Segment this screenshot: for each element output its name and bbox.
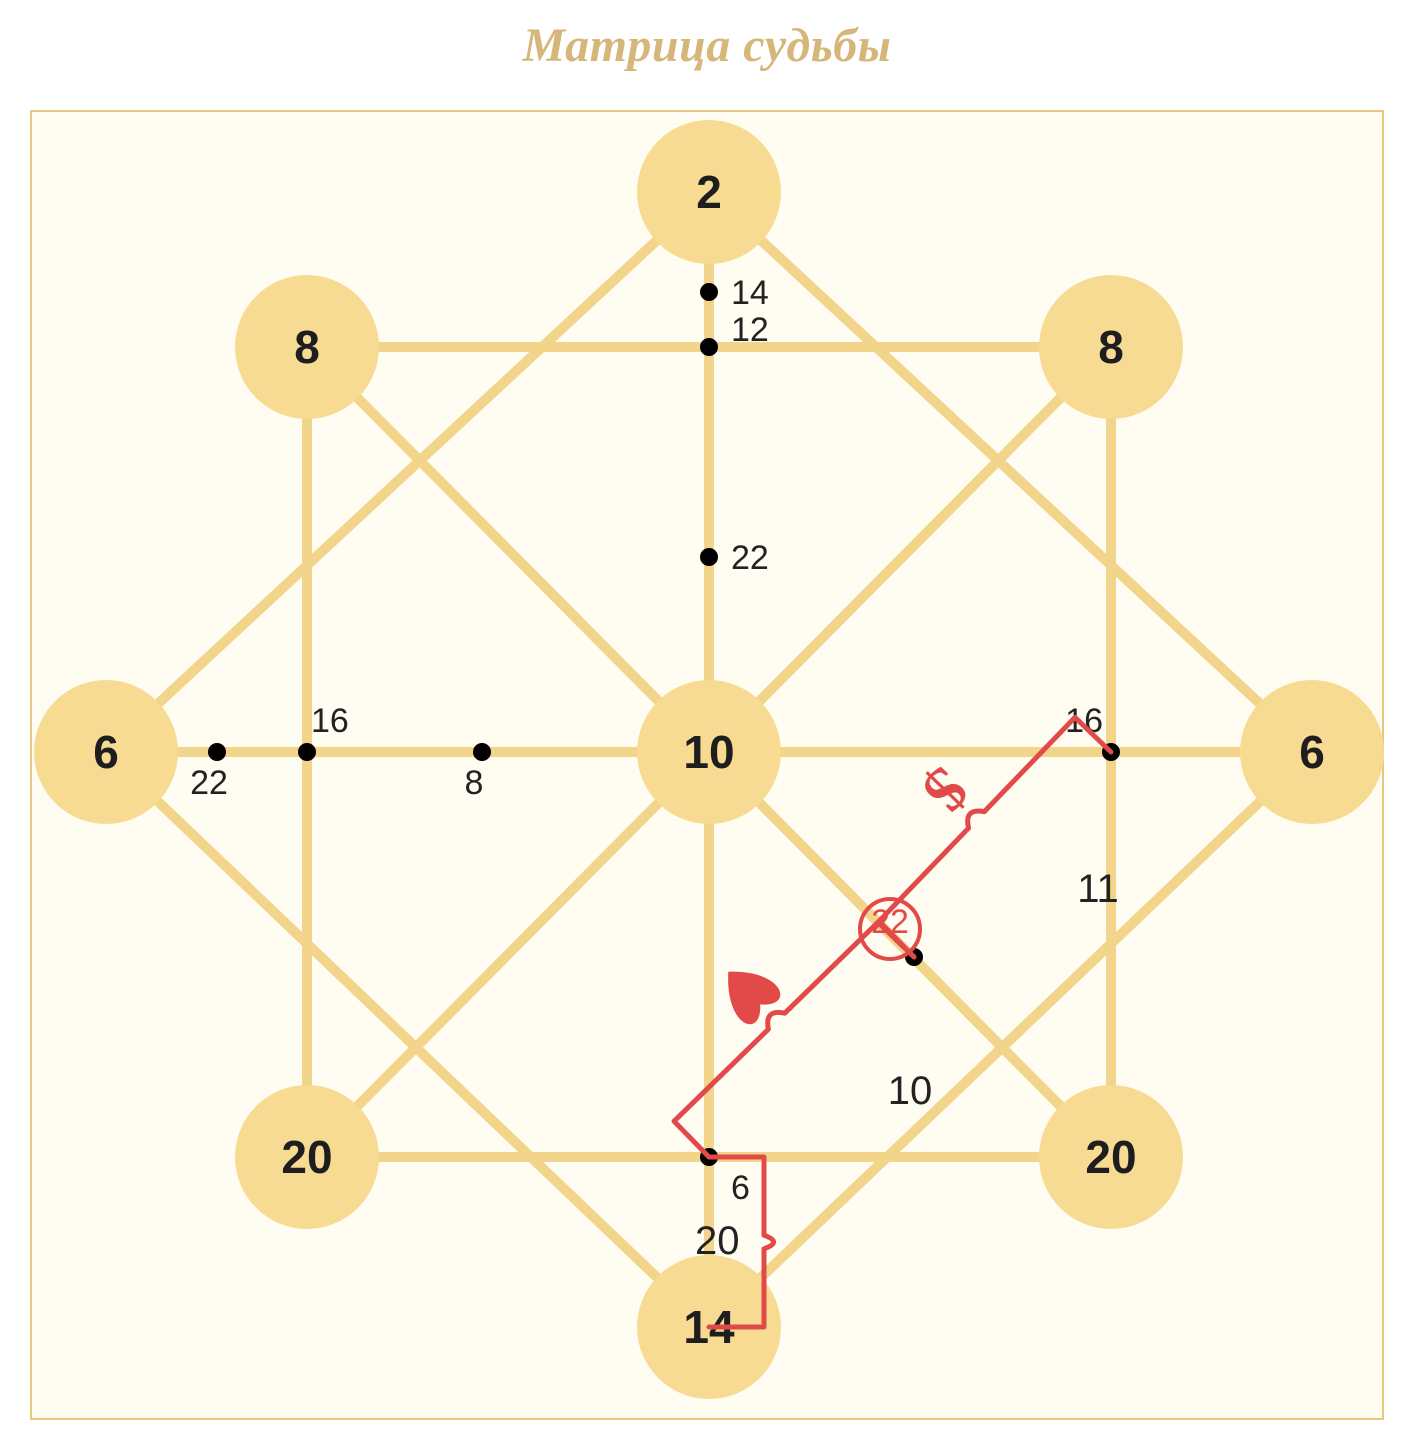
heart-icon bbox=[711, 954, 785, 1028]
dot-label: 8 bbox=[465, 764, 484, 802]
big-circle-value: 8 bbox=[1098, 321, 1124, 373]
matrix-diagram: 28861062020141412222216816226$111020 bbox=[32, 112, 1386, 1422]
big-circle-tr: 8 bbox=[1039, 275, 1183, 419]
big-circle-value: 20 bbox=[1085, 1131, 1136, 1183]
brace-label: 20 bbox=[695, 1219, 740, 1263]
dollar-icon: $ bbox=[909, 754, 982, 826]
brace-label: 10 bbox=[888, 1069, 933, 1113]
page-title: Матрица судьбы bbox=[0, 18, 1414, 73]
big-circle-top: 2 bbox=[637, 120, 781, 264]
big-circle-br: 20 bbox=[1039, 1085, 1183, 1229]
big-circle-left: 6 bbox=[34, 680, 178, 824]
dot-label: 12 bbox=[731, 311, 769, 349]
diagram-frame: 28861062020141412222216816226$111020 bbox=[30, 110, 1384, 1420]
dot-label: 16 bbox=[311, 702, 349, 740]
brace-label: 11 bbox=[1077, 867, 1119, 911]
big-circle-right: 6 bbox=[1240, 680, 1384, 824]
big-circle-value: 6 bbox=[1299, 726, 1325, 778]
big-circle-value: 6 bbox=[93, 726, 119, 778]
dot-label: 22 bbox=[731, 539, 769, 577]
big-circle-value: 10 bbox=[683, 726, 734, 778]
svg-text:$: $ bbox=[909, 754, 982, 826]
big-circle-value: 2 bbox=[696, 166, 722, 218]
big-circle-value: 20 bbox=[281, 1131, 332, 1183]
dot-label: 22 bbox=[190, 764, 228, 802]
big-circle-value: 8 bbox=[294, 321, 320, 373]
big-circle-center: 10 bbox=[637, 680, 781, 824]
dot-label: 14 bbox=[731, 274, 769, 312]
dot-label: 6 bbox=[731, 1169, 750, 1207]
big-circle-tl: 8 bbox=[235, 275, 379, 419]
big-circle-bl: 20 bbox=[235, 1085, 379, 1229]
